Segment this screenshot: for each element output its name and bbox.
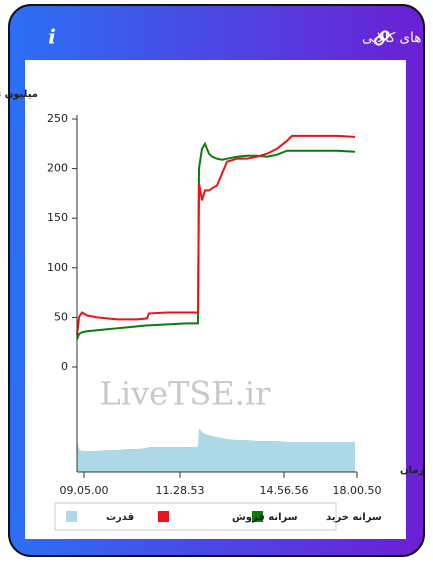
y-tick-label: 150 xyxy=(47,211,68,224)
legend-label: قدرت xyxy=(106,512,134,523)
y-tick-label: 0 xyxy=(61,360,68,373)
x-tick-label: 14.56.56 xyxy=(260,484,309,497)
info-icon[interactable]: i xyxy=(48,25,56,49)
legend-label: سرانه خرید xyxy=(326,512,382,523)
y-tick-label: 200 xyxy=(47,162,68,175)
y-tick-label: 50 xyxy=(54,310,68,323)
legend-swatch xyxy=(252,511,263,522)
x-tick-label: 09.05.00 xyxy=(60,484,109,497)
legend-label: سرانه فروش xyxy=(232,512,298,523)
line xyxy=(76,134,356,336)
legend-swatch xyxy=(66,511,77,522)
x-tick-label: 11.28.53 xyxy=(156,484,205,497)
y-tick-label: 250 xyxy=(47,112,68,125)
x-tick-label: 18.00.50 xyxy=(333,484,382,497)
legend-swatch xyxy=(158,511,169,522)
y-tick-label: 100 xyxy=(47,261,68,274)
header-title: سرانه ی خرید و فروش حقیقی در صندوق های ک… xyxy=(362,30,433,46)
line xyxy=(76,141,356,340)
legend xyxy=(54,502,337,531)
watermark: LiveTSE.ir xyxy=(100,375,272,413)
area xyxy=(77,428,355,472)
y-axis-label: میلیون تومان xyxy=(0,89,38,100)
x-axis-label: زمان xyxy=(400,465,424,476)
link-icon[interactable] xyxy=(374,30,390,46)
